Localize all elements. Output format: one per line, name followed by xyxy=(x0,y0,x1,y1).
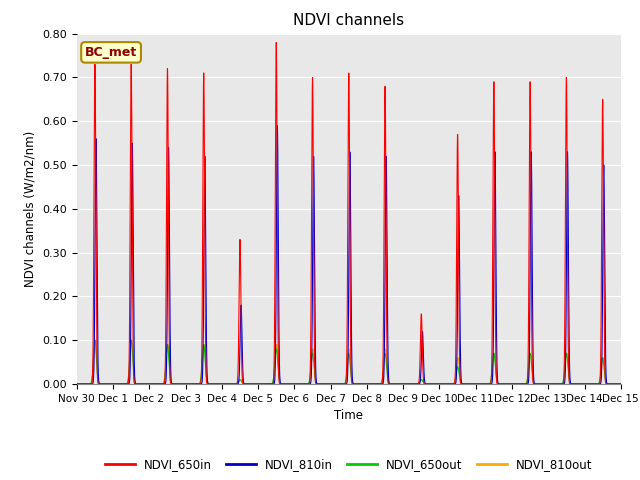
Legend: NDVI_650in, NDVI_810in, NDVI_650out, NDVI_810out: NDVI_650in, NDVI_810in, NDVI_650out, NDV… xyxy=(100,454,597,476)
X-axis label: Time: Time xyxy=(334,409,364,422)
Y-axis label: NDVI channels (W/m2/nm): NDVI channels (W/m2/nm) xyxy=(24,131,36,287)
Title: NDVI channels: NDVI channels xyxy=(293,13,404,28)
Text: BC_met: BC_met xyxy=(85,46,137,59)
